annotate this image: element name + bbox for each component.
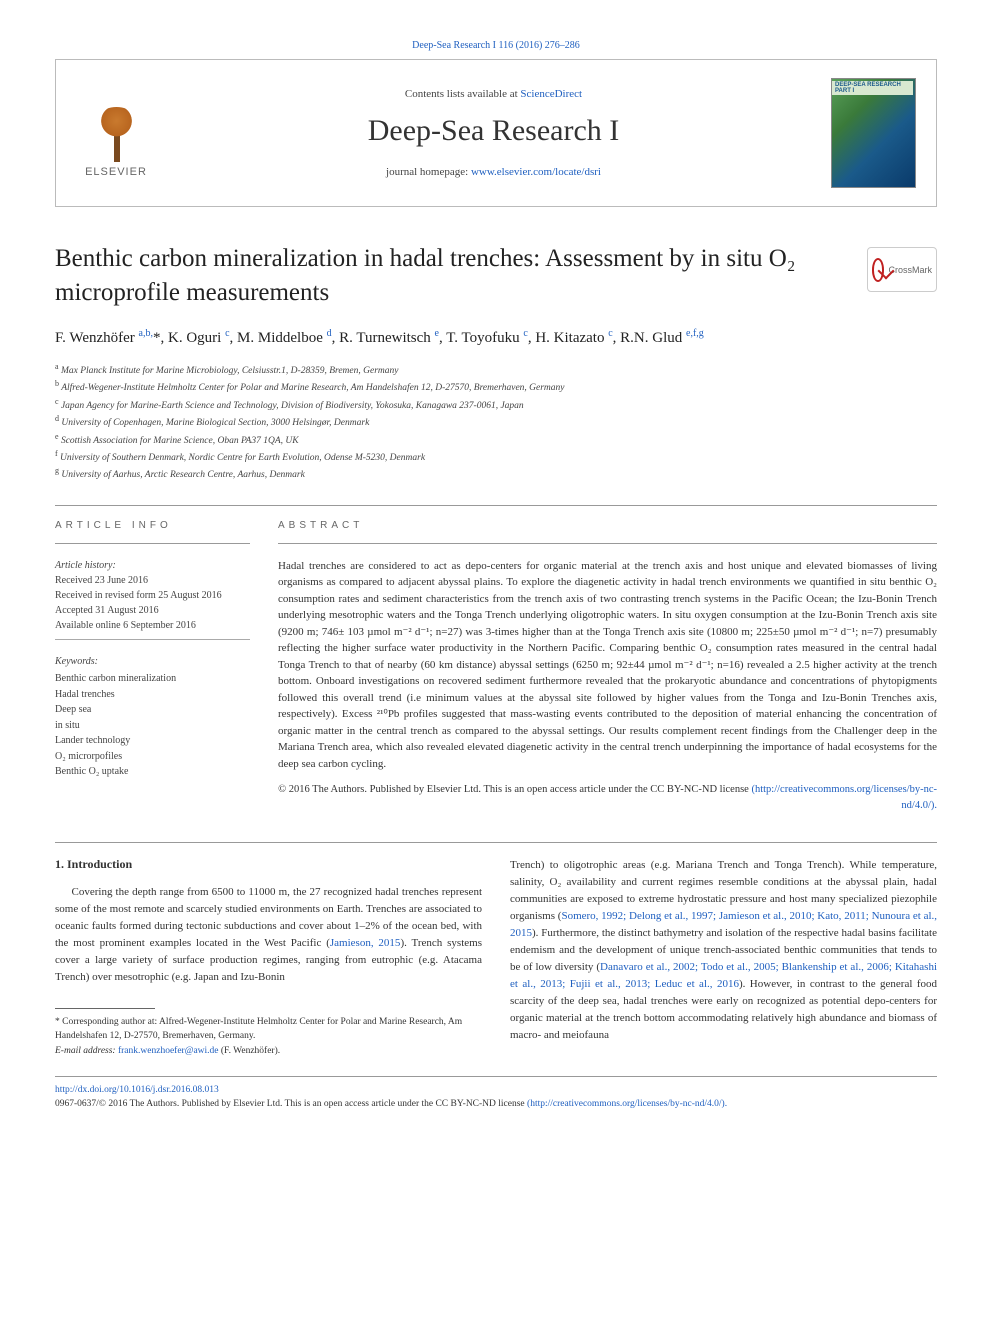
article-info-heading: ARTICLE INFO (55, 520, 250, 531)
cover-label: DEEP-SEA RESEARCH PART I (832, 81, 913, 95)
body-columns: 1. Introduction Covering the depth range… (55, 857, 937, 1058)
article-history-block: Article history: Received 23 June 2016Re… (55, 558, 250, 640)
affiliation-line: b Alfred-Wegener-Institute Helmholtz Cen… (55, 378, 937, 395)
keyword-item: Benthic O₂ uptake (55, 764, 250, 780)
keyword-item: O₂ microrpofiles (55, 749, 250, 765)
affiliation-line: d University of Copenhagen, Marine Biolo… (55, 413, 937, 430)
journal-name: Deep-Sea Research I (156, 114, 831, 148)
body-right-column: Trench) to oligotrophic areas (e.g. Mari… (510, 857, 937, 1058)
affil-ref-link[interactable]: e,f,g (686, 330, 704, 346)
intro-para-1-cont: Trench) to oligotrophic areas (e.g. Mari… (510, 857, 937, 1045)
abstract-column: ABSTRACT Hadal trenches are considered t… (278, 520, 937, 814)
publisher-name: ELSEVIER (85, 166, 147, 178)
journal-cover-thumbnail[interactable]: DEEP-SEA RESEARCH PART I (831, 78, 916, 188)
article-title: Benthic carbon mineralization in hadal t… (55, 242, 937, 310)
footnote-divider (55, 1008, 155, 1009)
citation-link[interactable]: Danavaro et al., 2002; Todo et al., 2005… (510, 961, 937, 990)
keyword-item: Benthic carbon mineralization (55, 671, 250, 687)
keyword-item: Hadal trenches (55, 687, 250, 703)
history-line: Received 23 June 2016 (55, 573, 250, 588)
publisher-logo[interactable]: ELSEVIER (76, 88, 156, 178)
citation-link[interactable]: Somero, 1992; Delong et al., 1997; Jamie… (510, 910, 937, 939)
corr-email-link[interactable]: frank.wenzhoefer@awi.de (118, 1046, 219, 1056)
issn-copyright: 0967-0637/© 2016 The Authors. Published … (55, 1099, 527, 1109)
keyword-item: in situ (55, 718, 250, 734)
affiliation-list: a Max Planck Institute for Marine Microb… (55, 361, 937, 483)
author-list: F. Wenzhöfer a,b,*, K. Oguri c, M. Midde… (55, 326, 937, 350)
affiliation-line: c Japan Agency for Marine-Earth Science … (55, 396, 937, 413)
keyword-item: Deep sea (55, 702, 250, 718)
affiliation-line: e Scottish Association for Marine Scienc… (55, 431, 937, 448)
affiliation-line: f University of Southern Denmark, Nordic… (55, 448, 937, 465)
header-citation: Deep-Sea Research I 116 (2016) 276–286 (55, 40, 937, 51)
affil-ref-link[interactable]: c (523, 330, 527, 346)
keywords-label: Keywords: (55, 654, 250, 670)
abstract-heading: ABSTRACT (278, 520, 937, 531)
header-center: Contents lists available at ScienceDirec… (156, 88, 831, 178)
abstract-text: Hadal trenches are considered to act as … (278, 558, 937, 773)
email-label: E-mail address: (55, 1046, 118, 1056)
page-container: Deep-Sea Research I 116 (2016) 276–286 E… (0, 0, 992, 1131)
body-divider (55, 842, 937, 843)
article-info-column: ARTICLE INFO Article history: Received 2… (55, 520, 250, 814)
journal-header-box: ELSEVIER Contents lists available at Sci… (55, 59, 937, 207)
crossmark-badge[interactable]: CrossMark (867, 247, 937, 292)
affil-ref-link[interactable]: c (225, 330, 229, 346)
crossmark-label: CrossMark (888, 265, 932, 275)
affil-ref-link[interactable]: c (608, 330, 612, 346)
section-divider (55, 505, 937, 506)
sciencedirect-link[interactable]: ScienceDirect (520, 88, 582, 100)
copyright-text: © 2016 The Authors. Published by Elsevie… (278, 784, 751, 795)
abstract-copyright: © 2016 The Authors. Published by Elsevie… (278, 782, 937, 814)
citation-link[interactable]: Jamieson, 2015 (330, 937, 401, 949)
contents-line: Contents lists available at ScienceDirec… (156, 88, 831, 100)
crossmark-icon (872, 258, 884, 282)
doi-link[interactable]: http://dx.doi.org/10.1016/j.dsr.2016.08.… (55, 1085, 219, 1095)
affil-ref-link[interactable]: a,b, (139, 330, 153, 346)
body-left-column: 1. Introduction Covering the depth range… (55, 857, 482, 1058)
homepage-prefix: journal homepage: (386, 166, 471, 178)
section-title: Introduction (67, 857, 132, 871)
keywords-block: Keywords: Benthic carbon mineralizationH… (55, 654, 250, 780)
history-label: Article history: (55, 558, 250, 573)
history-line: Available online 6 September 2016 (55, 618, 250, 633)
homepage-link[interactable]: www.elsevier.com/locate/dsri (471, 166, 601, 178)
corr-author-text: * Corresponding author at: Alfred-Wegene… (55, 1015, 482, 1044)
contents-prefix: Contents lists available at (405, 88, 520, 100)
intro-para-1: Covering the depth range from 6500 to 11… (55, 884, 482, 986)
info-abstract-row: ARTICLE INFO Article history: Received 2… (55, 520, 937, 814)
elsevier-tree-icon (89, 107, 144, 162)
citation-link[interactable]: Deep-Sea Research I 116 (2016) 276–286 (412, 40, 580, 51)
affiliation-line: a Max Planck Institute for Marine Microb… (55, 361, 937, 378)
section-number: 1. (55, 857, 64, 871)
page-footer: http://dx.doi.org/10.1016/j.dsr.2016.08.… (55, 1076, 937, 1112)
homepage-line: journal homepage: www.elsevier.com/locat… (156, 166, 831, 178)
email-suffix: (F. Wenzhöfer). (219, 1046, 281, 1056)
history-line: Accepted 31 August 2016 (55, 603, 250, 618)
affiliation-line: g University of Aarhus, Arctic Research … (55, 465, 937, 482)
license-link[interactable]: (http://creativecommons.org/licenses/by-… (751, 784, 937, 811)
history-line: Received in revised form 25 August 2016 (55, 588, 250, 603)
section-1-heading: 1. Introduction (55, 857, 482, 872)
affil-ref-link[interactable]: e (435, 330, 439, 346)
corresponding-author-footnote: * Corresponding author at: Alfred-Wegene… (55, 1015, 482, 1058)
info-divider (55, 543, 250, 544)
affil-ref-link[interactable]: d (327, 330, 332, 346)
abstract-divider (278, 543, 937, 544)
footer-license-link[interactable]: (http://creativecommons.org/licenses/by-… (527, 1099, 727, 1109)
keyword-item: Lander technology (55, 733, 250, 749)
